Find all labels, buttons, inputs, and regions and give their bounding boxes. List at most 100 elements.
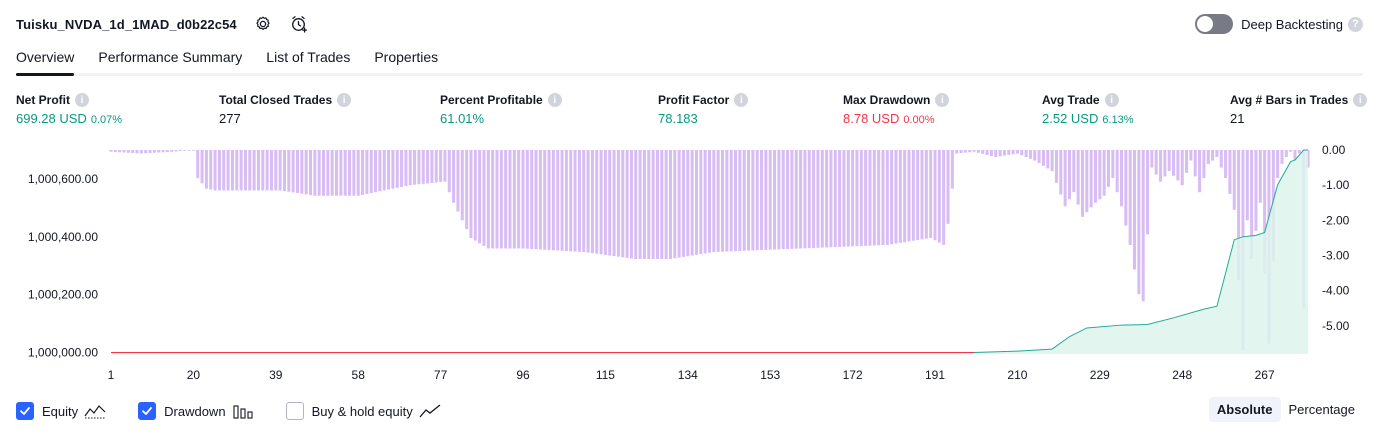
drawdown-bar (807, 150, 811, 249)
drawdown-bar (911, 150, 915, 241)
y-right-tick-label: -3.00 (1322, 249, 1350, 263)
legend-equity[interactable]: Equity (16, 402, 106, 420)
drawdown-bar (196, 150, 200, 179)
drawdown-bar (122, 150, 126, 153)
drawdown-bar (1263, 150, 1267, 274)
legend-buy-hold[interactable]: Buy & hold equity (285, 402, 441, 420)
drawdown-bar (491, 150, 495, 249)
info-icon[interactable]: i (1353, 93, 1368, 107)
tab-performance-summary[interactable]: Performance Summary (98, 49, 243, 65)
tab-overview[interactable]: Overview (16, 44, 75, 76)
legend-drawdown[interactable]: Drawdown (138, 402, 253, 420)
y-left-tick-label: 1,000,400.00 (28, 230, 98, 244)
info-icon[interactable]: i (75, 93, 89, 107)
drawdown-bar (374, 150, 378, 193)
drawdown-bar (929, 150, 933, 238)
drawdown-bar (655, 150, 659, 260)
drawdown-bar (786, 150, 790, 250)
drawdown-bar (521, 150, 525, 249)
drawdown-bar (300, 150, 304, 194)
deep-backtesting-toggle[interactable] (1195, 14, 1234, 34)
drawdown-bar (291, 150, 295, 193)
drawdown-bar (1111, 150, 1115, 179)
x-tick-label: 267 (1255, 368, 1275, 382)
drawdown-bar (751, 150, 755, 251)
drawdown-bar (590, 150, 594, 254)
drawdown-bar (547, 150, 551, 250)
drawdown-bar (916, 150, 920, 241)
drawdown-bar (1041, 150, 1045, 166)
drawdown-bar (1250, 150, 1254, 260)
drawdown-bar (677, 150, 681, 258)
info-icon[interactable]: i (734, 93, 749, 107)
drawdown-checkbox[interactable] (138, 402, 157, 420)
drawdown-bar (404, 150, 408, 187)
drawdown-bar (356, 150, 360, 196)
drawdown-bar (369, 150, 373, 194)
equity-line (974, 149, 1308, 354)
drawdown-bar (1258, 150, 1262, 203)
drawdown-bar (564, 150, 568, 251)
drawdown-bar (894, 150, 898, 244)
metric-profit-factor: Profit Factor i 78.183 (658, 93, 749, 126)
drawdown-bar (1254, 150, 1258, 231)
info-icon[interactable]: i (337, 93, 352, 107)
y-left-tick-label: 1,000,600.00 (28, 172, 98, 186)
drawdown-bar (569, 150, 573, 252)
drawdown-bar (699, 150, 703, 255)
drawdown-bar (239, 150, 243, 191)
drawdown-bar (642, 150, 646, 260)
equity-checkbox[interactable] (16, 402, 34, 420)
info-icon[interactable]: i (935, 93, 950, 107)
drawdown-bar (508, 150, 512, 249)
tab-properties[interactable]: Properties (374, 49, 439, 65)
buy-hold-checkbox[interactable] (285, 402, 304, 420)
drawdown-bar (664, 150, 668, 260)
metric-label: Profit Factor (658, 93, 730, 107)
drawdown-bar (764, 150, 768, 250)
add-alert-clock-icon[interactable] (289, 14, 309, 34)
equity-label: Equity (42, 403, 79, 419)
help-question-icon[interactable]: ? (1348, 16, 1363, 32)
drawdown-bar (335, 150, 339, 196)
line-chart-icon (419, 403, 441, 419)
equity-area (111, 150, 1308, 354)
metric-label: Net Profit (16, 93, 70, 107)
drawdown-bar (282, 150, 286, 192)
drawdown-bar (573, 150, 577, 252)
x-tick-label: 229 (1090, 368, 1110, 382)
info-icon[interactable]: i (1104, 93, 1119, 107)
x-tick-label: 39 (269, 368, 283, 382)
drawdown-bar (109, 150, 113, 152)
info-icon[interactable]: i (547, 93, 562, 107)
metric-percent: 6.13% (1102, 114, 1134, 126)
drawdown-bar (170, 150, 174, 152)
drawdown-bar (317, 150, 321, 196)
percentage-button[interactable]: Percentage (1288, 402, 1356, 417)
drawdown-bar (712, 150, 716, 252)
drawdown-bar (816, 150, 820, 248)
metric-label: Total Closed Trades (219, 93, 333, 107)
settings-gear-icon[interactable] (253, 14, 273, 34)
drawdown-bar (716, 150, 720, 252)
tab-list-of-trades[interactable]: List of Trades (266, 49, 351, 65)
drawdown-bar (1098, 150, 1102, 200)
x-tick-label: 1 (108, 368, 115, 382)
drawdown-bar (1124, 150, 1128, 226)
drawdown-bar (1024, 150, 1028, 158)
drawdown-bar (794, 150, 798, 249)
drawdown-bar (855, 150, 859, 247)
drawdown-bar (482, 150, 486, 246)
equity-drawdown-chart: 1,000,000.00 1,000,200.00 1,000,400.00 1,00… (28, 143, 1350, 382)
drawdown-bar (950, 150, 954, 189)
x-tick-label: 77 (434, 368, 448, 382)
drawdown-bar (248, 150, 252, 191)
drawdown-bar (946, 150, 950, 224)
drawdown-bar (543, 150, 547, 250)
absolute-button[interactable]: Absolute (1208, 397, 1281, 422)
drawdown-bar (321, 150, 326, 196)
drawdown-bar (495, 150, 499, 249)
drawdown-bar (1102, 150, 1106, 196)
drawdown-bar (339, 150, 343, 196)
buy-hold-label: Buy & hold equity (311, 403, 413, 419)
